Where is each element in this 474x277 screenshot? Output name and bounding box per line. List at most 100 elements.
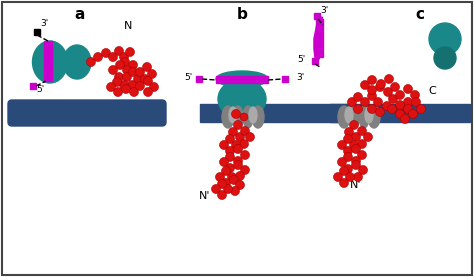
Circle shape bbox=[128, 60, 137, 70]
Circle shape bbox=[236, 132, 245, 142]
Text: b: b bbox=[237, 7, 247, 22]
Text: N: N bbox=[124, 21, 132, 31]
Circle shape bbox=[358, 165, 367, 175]
Circle shape bbox=[236, 171, 245, 181]
Circle shape bbox=[119, 53, 128, 61]
Circle shape bbox=[218, 179, 227, 189]
Circle shape bbox=[240, 113, 248, 121]
Circle shape bbox=[354, 104, 363, 114]
Circle shape bbox=[120, 58, 129, 66]
Bar bbox=[44, 41, 52, 81]
Circle shape bbox=[122, 73, 131, 81]
Bar bbox=[316, 19, 323, 57]
Circle shape bbox=[236, 181, 245, 189]
Circle shape bbox=[239, 140, 248, 148]
Text: 3': 3' bbox=[296, 73, 304, 82]
Circle shape bbox=[354, 173, 363, 181]
Circle shape bbox=[86, 58, 95, 66]
Circle shape bbox=[346, 173, 355, 181]
Ellipse shape bbox=[345, 107, 353, 123]
Ellipse shape bbox=[233, 106, 243, 128]
Circle shape bbox=[216, 173, 225, 181]
Text: 5': 5' bbox=[36, 84, 44, 94]
Circle shape bbox=[228, 173, 237, 181]
Circle shape bbox=[113, 88, 122, 96]
Circle shape bbox=[395, 91, 404, 99]
Circle shape bbox=[354, 93, 363, 101]
Circle shape bbox=[337, 140, 346, 150]
Ellipse shape bbox=[33, 41, 67, 83]
Bar bbox=[30, 83, 36, 89]
Ellipse shape bbox=[365, 107, 373, 123]
Circle shape bbox=[384, 75, 393, 83]
Circle shape bbox=[361, 98, 370, 106]
Circle shape bbox=[401, 114, 410, 124]
Circle shape bbox=[352, 157, 361, 165]
Ellipse shape bbox=[252, 106, 264, 128]
Circle shape bbox=[234, 160, 243, 170]
Circle shape bbox=[337, 158, 346, 166]
Circle shape bbox=[246, 132, 255, 142]
Circle shape bbox=[367, 76, 376, 84]
Bar bbox=[312, 58, 318, 64]
Circle shape bbox=[344, 135, 353, 143]
Circle shape bbox=[357, 127, 366, 135]
Ellipse shape bbox=[359, 106, 369, 128]
Bar bbox=[196, 76, 202, 82]
Ellipse shape bbox=[229, 107, 237, 123]
Text: 3': 3' bbox=[40, 19, 48, 28]
Circle shape bbox=[357, 150, 366, 160]
Text: 5': 5' bbox=[298, 55, 306, 64]
Circle shape bbox=[364, 132, 373, 142]
Circle shape bbox=[240, 127, 249, 135]
Bar bbox=[314, 13, 320, 19]
Circle shape bbox=[395, 109, 404, 119]
Circle shape bbox=[367, 104, 376, 114]
Ellipse shape bbox=[349, 106, 359, 128]
Circle shape bbox=[395, 101, 404, 109]
Circle shape bbox=[339, 178, 348, 188]
Text: c: c bbox=[416, 7, 425, 22]
Circle shape bbox=[240, 150, 249, 160]
Circle shape bbox=[403, 98, 412, 106]
Circle shape bbox=[344, 153, 353, 161]
Circle shape bbox=[347, 98, 356, 106]
FancyBboxPatch shape bbox=[8, 100, 166, 126]
Circle shape bbox=[383, 88, 392, 96]
Bar bbox=[330, 104, 470, 122]
Circle shape bbox=[411, 98, 420, 106]
Circle shape bbox=[376, 79, 385, 88]
Circle shape bbox=[234, 120, 243, 130]
Circle shape bbox=[128, 68, 137, 76]
Circle shape bbox=[229, 176, 238, 184]
Circle shape bbox=[224, 184, 233, 194]
Ellipse shape bbox=[222, 106, 234, 128]
Ellipse shape bbox=[368, 106, 380, 128]
Circle shape bbox=[339, 166, 348, 176]
Circle shape bbox=[374, 98, 383, 106]
Circle shape bbox=[334, 173, 343, 181]
Circle shape bbox=[230, 186, 239, 196]
Circle shape bbox=[383, 101, 392, 111]
Text: 5': 5' bbox=[184, 73, 192, 82]
Circle shape bbox=[345, 127, 354, 137]
Circle shape bbox=[221, 178, 230, 188]
Circle shape bbox=[218, 191, 227, 199]
Circle shape bbox=[234, 157, 243, 165]
Circle shape bbox=[144, 76, 153, 86]
Circle shape bbox=[403, 104, 412, 114]
Circle shape bbox=[410, 91, 419, 99]
Circle shape bbox=[226, 153, 235, 161]
Circle shape bbox=[226, 135, 235, 143]
Circle shape bbox=[240, 165, 249, 175]
Circle shape bbox=[409, 109, 418, 119]
Circle shape bbox=[349, 120, 358, 130]
Circle shape bbox=[115, 73, 124, 81]
Circle shape bbox=[107, 83, 116, 91]
Circle shape bbox=[357, 140, 366, 148]
Ellipse shape bbox=[249, 107, 257, 123]
Circle shape bbox=[226, 163, 235, 173]
Circle shape bbox=[429, 23, 461, 55]
Circle shape bbox=[126, 47, 135, 57]
Circle shape bbox=[391, 83, 400, 91]
